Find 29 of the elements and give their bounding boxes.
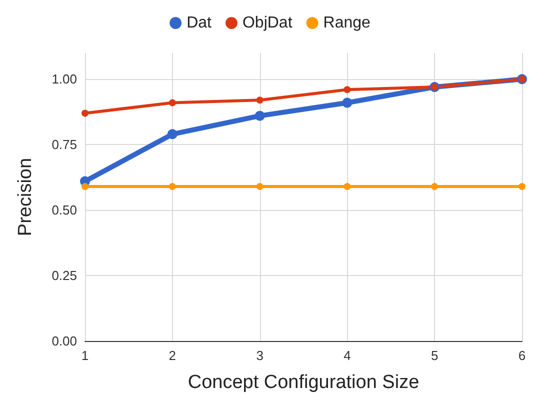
point [168, 99, 176, 106]
legend-label: Range [323, 14, 371, 32]
point [82, 183, 88, 190]
point [167, 129, 178, 140]
y-tick-label: 0.00 [52, 334, 77, 348]
x-axis-title: Concept Configuration Size [188, 372, 420, 393]
point [342, 98, 352, 108]
legend-label: ObjDat [242, 14, 293, 32]
y-tick-label: 0.75 [52, 137, 77, 152]
point [518, 183, 526, 190]
point [168, 183, 176, 190]
y-tick-label: 1.00 [52, 72, 77, 87]
legend-label: Dat [186, 14, 212, 32]
point [256, 96, 264, 104]
point [431, 183, 438, 190]
y-tick-label: 0.50 [52, 202, 77, 218]
y-tick-label: 0.25 [52, 268, 77, 284]
x-tick-label: 4 [344, 348, 351, 363]
point [344, 183, 351, 190]
point [344, 86, 351, 94]
x-tick-label: 6 [518, 348, 526, 363]
point [254, 110, 265, 121]
y-axis-title: Precision [15, 158, 36, 236]
point [256, 183, 264, 190]
x-tick-label: 1 [81, 348, 89, 363]
x-tick-label: 5 [430, 348, 438, 363]
point [82, 110, 88, 117]
x-tick-label: 3 [256, 348, 264, 363]
x-tick-label: 2 [168, 348, 176, 363]
